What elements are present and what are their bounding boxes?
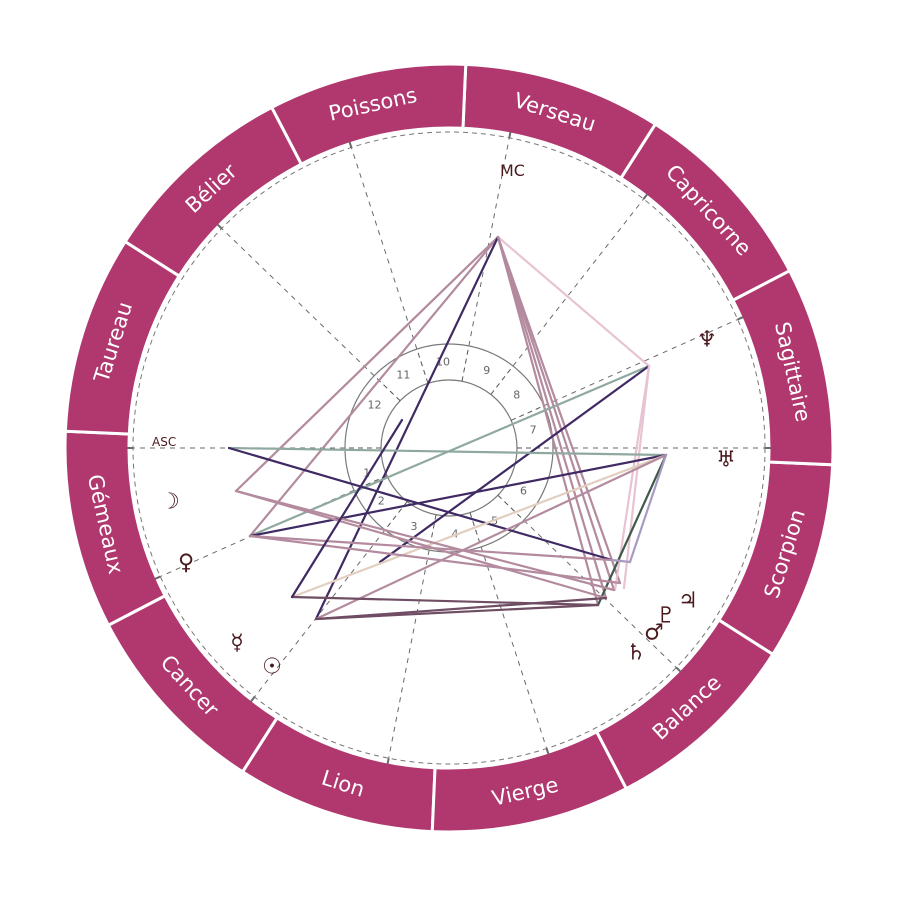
- mars-icon: ♂: [644, 621, 664, 646]
- house-cusp-line: [350, 147, 418, 350]
- house-cusp-lines: [127, 131, 771, 765]
- aspect-line: [248, 235, 500, 538]
- house-number: 11: [396, 369, 410, 382]
- aspect-line: [248, 453, 668, 538]
- mc-label: MC: [500, 161, 525, 180]
- house-number: 8: [513, 389, 520, 402]
- sun-icon: ☉: [262, 655, 282, 680]
- asc-label: ASC: [152, 435, 176, 449]
- house-inner-circle: [380, 379, 518, 517]
- aspect-line: [496, 235, 622, 585]
- venus-icon: ♀: [178, 551, 194, 576]
- sign-segment: [63, 239, 182, 436]
- house-number: 4: [451, 527, 458, 540]
- planet-glyphs: ☽ ♀ ☿ ☉ ♄♂♇♃ ♅ ♆: [160, 328, 736, 680]
- house-wheel: 123456789101112: [344, 343, 554, 553]
- aspect-line: [610, 558, 632, 564]
- aspect-line: [314, 235, 500, 621]
- aspect-line: [290, 418, 404, 599]
- house-number: 12: [368, 399, 382, 412]
- house-number: 7: [530, 424, 537, 437]
- aspect-line: [227, 446, 614, 562]
- aspect-line: [290, 453, 668, 599]
- house-number: 1: [363, 467, 370, 480]
- mercury-icon: ☿: [230, 631, 244, 656]
- aspect-line: [628, 453, 668, 564]
- aspect-line: [248, 534, 614, 562]
- house-number: 9: [483, 364, 490, 377]
- aspect-line: [314, 453, 668, 621]
- uranus-icon: ♅: [716, 448, 736, 473]
- aspect-line: [234, 235, 500, 493]
- aspect-line: [248, 534, 622, 585]
- aspect-line: [496, 235, 651, 368]
- house-number: 6: [520, 485, 527, 498]
- pluto-icon: ♇: [656, 604, 676, 629]
- aspect-line: [290, 595, 600, 607]
- jupiter-icon: ♃: [678, 589, 698, 614]
- aspect-line: [378, 364, 651, 564]
- aspect-line: [234, 489, 608, 600]
- house-number: 2: [378, 494, 385, 507]
- neptune-icon: ♆: [697, 328, 717, 353]
- aspect-line: [596, 453, 668, 607]
- chart-dashed-circle: [132, 131, 766, 765]
- saturn-icon: ♄: [626, 641, 646, 666]
- aspect-line: [496, 235, 616, 592]
- aspect-line: [314, 596, 608, 621]
- moon-icon: ☽: [160, 490, 180, 515]
- aspect-line: [227, 446, 668, 457]
- house-number: 3: [411, 520, 418, 533]
- chart-angles: ASC MC: [152, 161, 525, 449]
- aspect-lines: [227, 235, 668, 621]
- aspect-line: [622, 364, 651, 590]
- aspect-line: [496, 235, 600, 607]
- house-cusp-line: [221, 228, 375, 377]
- aspect-line: [496, 235, 608, 600]
